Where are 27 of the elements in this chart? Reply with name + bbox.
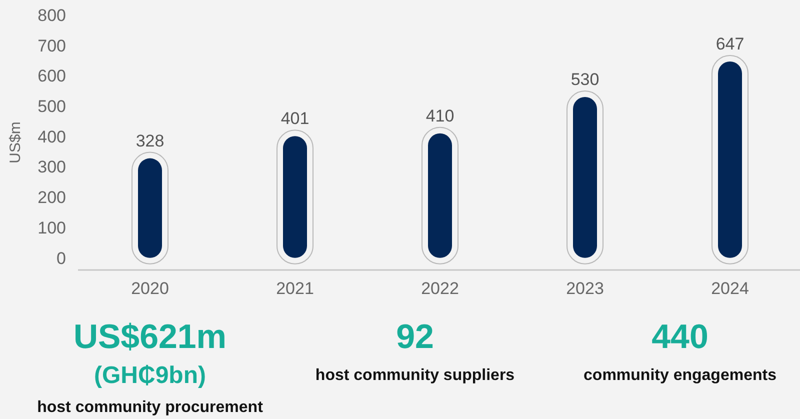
y-axis-title: US$m [7,122,24,164]
data-label: 410 [426,106,454,126]
data-label: 401 [280,109,310,128]
text: host community procurement [37,399,264,416]
data-label: 647 [716,34,744,54]
text: (GH₵9bn) [94,362,206,389]
x-tick-label: 2020 [131,279,169,298]
y-tick-label: 400 [38,127,66,146]
x-tick-label: 2021 [276,279,314,298]
x-tick-label: 2023 [566,279,604,298]
y-tick-label: 300 [38,158,66,177]
data-label: 530 [570,70,600,89]
y-tick-label: 0 [56,248,66,268]
y-tick-label: 700 [38,36,66,56]
y-tick-label: 100 [38,218,66,238]
text: host community suppliers [315,367,515,384]
y-tick-label: 600 [38,66,66,86]
x-tick-label: 2024 [711,279,749,298]
x-tick-label: 2022 [421,279,459,298]
y-tick-label: 200 [38,188,66,208]
text: US$621m [73,318,227,356]
text: community engagements [584,367,777,384]
y-tick-label: 800 [38,6,66,25]
text: 440 [652,318,708,356]
text: 92 [396,318,434,356]
y-tick-label: 500 [38,97,66,116]
data-label: 328 [136,131,164,150]
